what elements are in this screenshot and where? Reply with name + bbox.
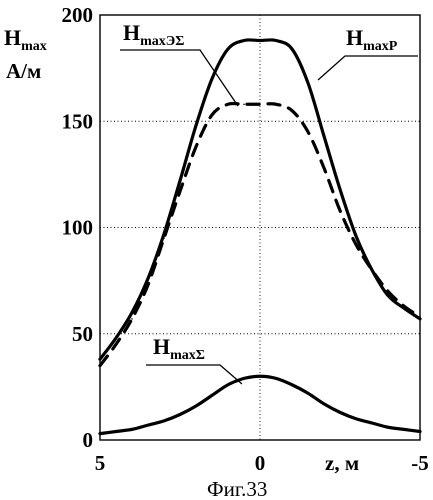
data-point-series-1 [147,284,149,286]
data-point-series-2 [259,375,261,378]
data-point-series-0 [179,179,181,182]
y-axis-label: Hmax [4,25,47,54]
data-point-series-1 [323,167,325,169]
data-point-series-2 [339,411,341,414]
data-point-series-1 [131,318,133,320]
data-point-series-2 [387,426,389,429]
curves [98,38,422,436]
data-point-series-2 [307,392,309,395]
grid-lines [100,15,420,440]
data-point-series-2 [227,383,229,386]
data-point-series-1 [403,305,405,307]
data-point-series-1 [179,190,181,193]
svg-text:HmaxΣ: HmaxΣ [153,334,205,363]
data-point-series-0 [291,48,293,50]
svg-text:HmaxЭΣ: HmaxЭΣ [123,20,184,49]
x-tick-label: 5 [95,451,106,475]
data-point-series-2 [147,424,149,426]
series-label-hmax-sigma: HmaxΣ [146,334,243,385]
figure-caption: Фиг.33 [207,477,267,500]
data-point-series-2 [195,405,197,407]
data-point-series-1 [227,103,229,106]
data-point-series-2 [355,417,357,420]
data-point-series-1 [371,269,373,271]
data-point-series-1 [291,109,293,112]
data-point-series-0 [355,235,357,237]
data-point-series-1 [115,343,117,346]
plot-frame [99,14,421,441]
data-point-series-2 [243,377,245,380]
data-point-series-0 [387,294,389,297]
data-point-series-1 [163,237,165,239]
data-point-series-0 [339,188,341,191]
data-point-series-0 [227,48,229,50]
series-line-1 [98,101,422,368]
x-tick-label: -5 [411,451,429,475]
data-point-series-2 [163,420,165,422]
series-label-hmax-es: HmaxЭΣ [120,20,239,107]
data-point-series-1 [307,131,309,133]
data-point-series-2 [211,394,213,397]
data-point-series-0 [131,311,133,314]
y-tick-label: 0 [83,428,94,452]
data-point-series-0 [115,337,117,339]
data-point-series-1 [195,145,197,148]
data-point-series-0 [211,77,213,80]
data-point-series-2 [131,428,133,431]
data-point-series-0 [323,135,325,137]
data-point-series-0 [307,82,309,84]
data-point-series-1 [355,243,357,246]
leader-line-hmax-sigma [146,364,243,385]
data-point-series-2 [179,413,181,416]
y-tick-label: 200 [62,3,94,27]
data-point-series-2 [371,422,373,424]
y-axis-unit: А/м [6,59,41,83]
data-point-series-1 [259,103,261,106]
data-point-series-1 [339,209,341,212]
y-tick-label: 50 [72,322,93,346]
leader-line-hmax-es [120,49,239,107]
data-point-series-0 [195,124,197,127]
x-tick-labels: 5 0 -5 [95,451,429,475]
data-point-series-2 [275,377,277,380]
data-point-series-2 [115,430,117,433]
data-point-series-1 [243,103,245,106]
series-label-hmax-p: HmaxP [317,25,418,81]
series-line-0 [98,38,422,361]
data-point-series-0 [275,39,277,42]
leader-line-hmax-p [317,55,418,81]
data-point-series-0 [259,39,261,42]
data-point-series-2 [323,403,325,405]
data-point-series-1 [211,114,213,116]
data-point-series-2 [291,383,293,386]
y-tick-label: 100 [62,216,94,240]
data-point-series-0 [147,277,149,280]
data-point-series-1 [387,290,389,293]
x-tick-label: 0 [255,451,266,475]
svg-text:HmaxP: HmaxP [346,25,398,54]
data-point-series-1 [275,103,277,106]
y-tick-labels: 0 50 100 150 200 [62,3,94,452]
data-point-series-0 [243,39,245,42]
data-point-series-2 [403,428,405,431]
x-axis-label: z, м [325,451,359,475]
y-tick-label: 150 [62,109,94,133]
